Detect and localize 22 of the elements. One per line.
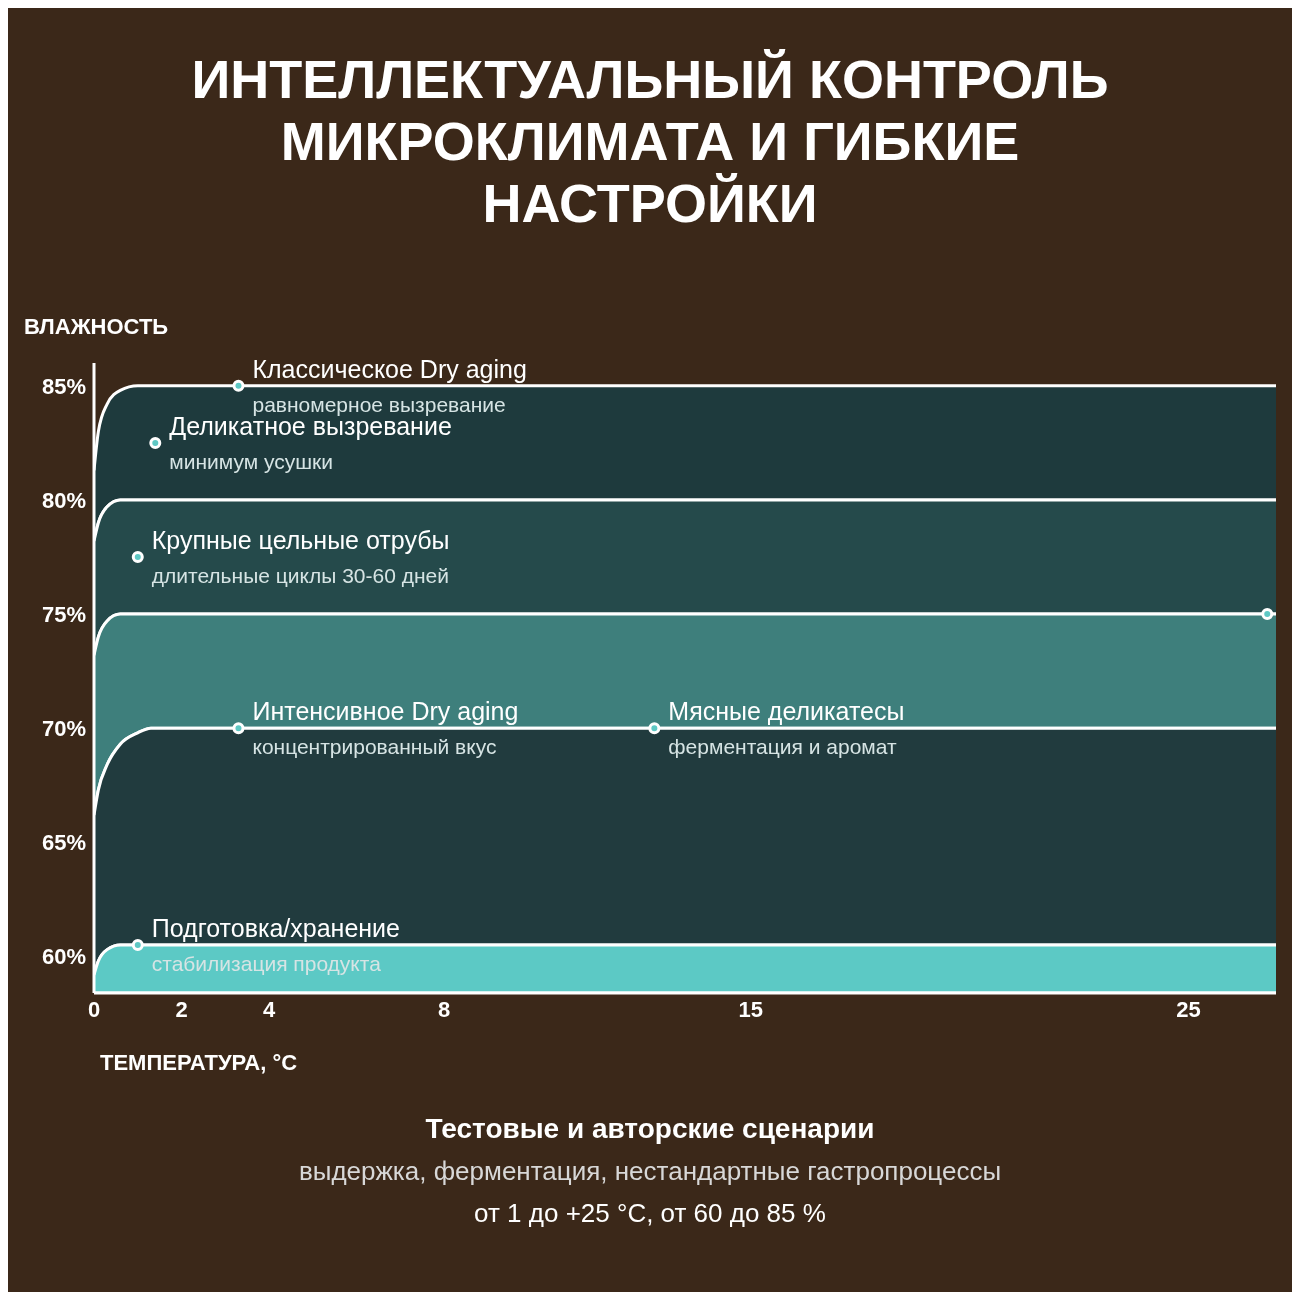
y-tick-label: 70% <box>41 716 86 742</box>
x-tick-label: 2 <box>175 996 188 1022</box>
annotation: Интенсивное Dry aging концентрированный вкус <box>252 697 519 759</box>
chart-title: ИНТЕЛЛЕКТУАЛЬНЫЙ КОНТРОЛЬ МИКРОКЛИМАТА И ГИБКИЕ НАСТРОЙКИ <box>190 48 1110 234</box>
x-tick-label: 15 <box>738 996 763 1022</box>
text: Тестовые и авторские сценарии <box>424 1112 876 1146</box>
annotation: Подготовка/хранение стабилизация продукта <box>151 914 400 976</box>
y-tick-label: 85% <box>41 373 86 399</box>
y-tick-label: 75% <box>41 601 86 627</box>
text: от 1 до +25 °C, от 60 до 85 % <box>473 1197 827 1230</box>
annotation: Крупные цельные отрубы длительные циклы 30-60 дней <box>151 526 450 588</box>
x-tick-label: 4 <box>262 996 276 1022</box>
y-tick-label: 65% <box>41 830 86 856</box>
y-axis-title: ВЛАЖНОСТЬ <box>24 314 169 340</box>
x-tick-label: 25 <box>1176 996 1201 1022</box>
annotation: Мясные деликатесы ферментация и аромат <box>668 697 905 759</box>
y-tick-label: 80% <box>41 487 86 513</box>
x-tick-label: 8 <box>438 996 451 1022</box>
y-tick-label: 60% <box>41 944 86 970</box>
x-axis-title: ТЕМПЕРАТУРА, °C <box>100 1050 298 1076</box>
text: выдержка, ферментация, нестандартные гастропроцессы <box>297 1155 1003 1188</box>
x-tick-label: 0 <box>87 996 101 1022</box>
